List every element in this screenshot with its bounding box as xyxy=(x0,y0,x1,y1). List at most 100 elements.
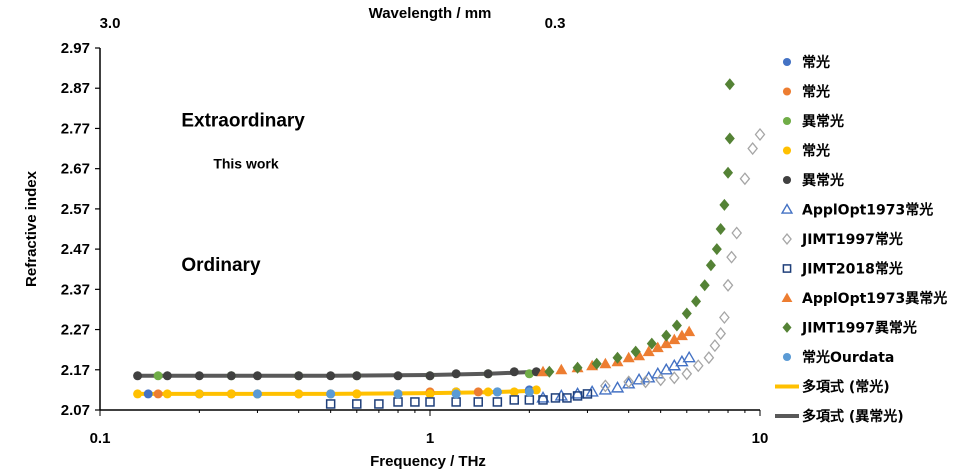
legend-marker xyxy=(781,292,793,303)
data-point xyxy=(162,371,172,381)
data-point xyxy=(162,389,172,399)
legend-label: 多項式 (常光) xyxy=(802,379,890,396)
data-point xyxy=(352,399,362,409)
annotations: Extraordinary This work Ordinary xyxy=(181,110,305,276)
data-point xyxy=(252,389,262,399)
data-point xyxy=(723,166,734,179)
data-point xyxy=(681,307,692,320)
data-point xyxy=(722,278,734,292)
data-point xyxy=(133,389,143,399)
data-point xyxy=(393,371,403,381)
data-point xyxy=(531,385,541,395)
data-point xyxy=(659,362,673,375)
legend-label: 異常光 xyxy=(802,172,844,189)
data-point xyxy=(143,389,153,399)
data-point xyxy=(352,371,362,381)
data-point xyxy=(294,389,304,399)
legend-marker xyxy=(782,146,792,155)
x-tick-labels: 0.1 1 10 xyxy=(90,410,768,447)
data-point xyxy=(642,345,655,357)
data-point xyxy=(524,395,535,405)
data-point xyxy=(352,389,362,399)
data-point xyxy=(731,226,743,240)
data-point xyxy=(719,310,730,325)
y-tick-label: 2.67 xyxy=(61,161,90,178)
data-point xyxy=(640,375,651,389)
data-point xyxy=(252,371,262,381)
annotation-label: This work xyxy=(213,156,279,172)
legend-label: ApplOpt1973常光 xyxy=(802,202,933,219)
data-point xyxy=(610,380,625,393)
data-point xyxy=(194,389,204,399)
data-point xyxy=(726,250,737,264)
data-point xyxy=(554,389,569,401)
data-point xyxy=(692,359,704,373)
data-point xyxy=(709,339,721,353)
legend-label: 異常光 xyxy=(802,113,844,130)
data-point xyxy=(509,367,519,377)
data-point xyxy=(194,371,204,381)
y-tick-labels: 2.07 2.17 2.27 2.37 2.47 2.57 2.67 2.77 2.87 2.97 xyxy=(61,40,100,419)
top-axis-label: Wavelength / mm xyxy=(369,5,492,22)
data-point xyxy=(633,349,646,361)
legend-label: 多項式 (異常光) xyxy=(802,408,904,425)
data-point xyxy=(538,395,548,405)
data-point xyxy=(326,389,336,399)
data-point xyxy=(326,371,336,381)
legend-label: 常光Ourdata xyxy=(802,349,894,366)
data-point xyxy=(623,375,635,389)
legend-marker xyxy=(782,175,792,185)
data-point xyxy=(544,365,555,378)
data-point xyxy=(646,337,657,350)
y-tick-label: 2.97 xyxy=(61,40,90,57)
data-point xyxy=(555,363,568,375)
legend-marker xyxy=(782,322,792,333)
legend-label: JIMT2018常光 xyxy=(801,261,903,278)
data-point xyxy=(572,391,583,401)
data-point xyxy=(509,395,519,405)
y-axis-label: Refractive index xyxy=(23,170,40,287)
data-point xyxy=(668,371,680,385)
annotation-label: Ordinary xyxy=(181,255,261,276)
data-point xyxy=(582,389,593,399)
data-point xyxy=(715,327,727,341)
data-point xyxy=(705,259,716,272)
data-point xyxy=(570,387,585,399)
data-point xyxy=(655,373,666,387)
data-point xyxy=(492,397,503,407)
data-point xyxy=(715,223,726,235)
data-point xyxy=(473,397,483,407)
data-point xyxy=(599,357,612,369)
data-point xyxy=(473,387,483,397)
data-point xyxy=(562,393,572,403)
data-point xyxy=(524,369,534,379)
data-point xyxy=(598,382,613,395)
data-point xyxy=(651,341,664,353)
data-point xyxy=(153,389,163,399)
y-tick-label: 2.27 xyxy=(61,322,90,339)
data-point xyxy=(747,142,758,156)
data-point xyxy=(536,391,550,403)
data-point xyxy=(612,351,623,364)
data-point xyxy=(425,371,435,381)
data-point xyxy=(754,127,766,142)
data-point xyxy=(451,389,461,399)
x-tick-label: 1 xyxy=(426,430,434,447)
data-point xyxy=(325,399,336,409)
plot-area xyxy=(133,78,766,409)
data-point xyxy=(668,333,681,345)
data-point xyxy=(660,337,673,349)
data-point xyxy=(483,369,493,379)
legend-label: JIMT1997常光 xyxy=(801,231,903,248)
legend-marker xyxy=(782,57,792,67)
legend-label: JIMT1997異常光 xyxy=(801,320,917,337)
data-point xyxy=(724,78,735,91)
legend-label: 常光 xyxy=(802,54,830,71)
top-tick-label: 3.0 xyxy=(100,15,121,32)
legend-marker xyxy=(782,352,792,362)
data-point xyxy=(681,367,693,381)
data-point xyxy=(691,295,702,308)
data-point xyxy=(425,397,435,407)
annotation-label: Extraordinary xyxy=(181,110,305,131)
data-point xyxy=(671,319,682,332)
